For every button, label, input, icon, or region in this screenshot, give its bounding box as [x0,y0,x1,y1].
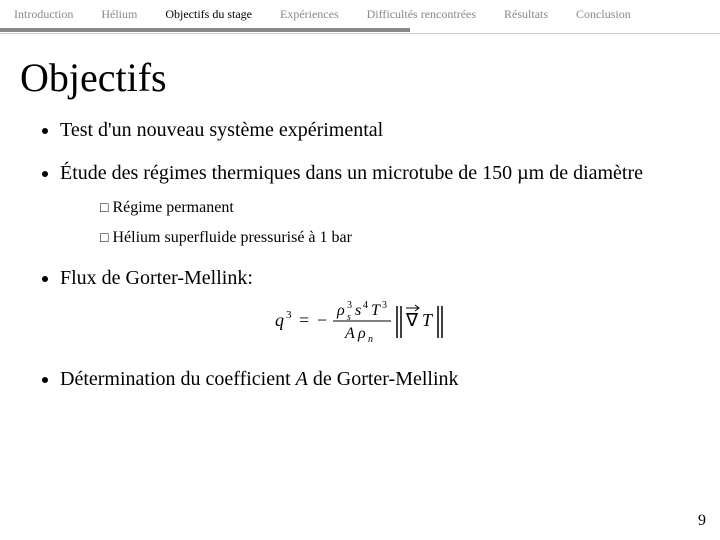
nav-bar: Introduction Hélium Objectifs du stage E… [0,0,720,28]
bullet-4-post: de Gorter-Mellink [308,368,459,390]
nav-item-conclusion[interactable]: Conclusion [562,7,645,22]
bullet-1-text: Test d'un nouveau système expérimental [60,119,383,141]
sub-bullet-list: Régime permanent Hélium superfluide pres… [60,199,690,247]
bullet-1: Test d'un nouveau système expérimental [60,119,690,142]
svg-text:3: 3 [286,309,292,321]
nav-item-difficultes[interactable]: Difficultés rencontrées [353,7,490,22]
svg-text:q: q [275,310,284,330]
bullet-4-pre: Détermination du coefficient [60,368,296,390]
sub-bullet-2: Hélium superfluide pressurisé à 1 bar [100,229,690,247]
svg-text:ρ: ρ [357,325,366,342]
page-number: 9 [698,512,706,530]
nav-rules [0,28,720,36]
svg-text:T: T [371,302,381,319]
sub-bullet-1: Régime permanent [100,199,690,217]
svg-text:s: s [355,302,361,319]
nav-rule-thin [0,33,720,34]
nav-item-helium[interactable]: Hélium [87,7,151,22]
bullet-2-text: Étude des régimes thermiques dans un mic… [60,162,690,185]
bullet-4: Détermination du coefficient A de Gorter… [60,368,690,391]
bullet-list: Test d'un nouveau système expérimental É… [40,119,690,391]
svg-text:n: n [368,334,373,345]
svg-text:=: = [299,310,309,330]
bullet-3: Flux de Gorter-Mellink: q 3 = − ρ s 3 s … [60,267,690,348]
svg-text:A: A [344,325,355,342]
page-title: Objectifs [0,44,720,119]
nav-item-experiences[interactable]: Expériences [266,7,353,22]
bullet-3-text: Flux de Gorter-Mellink: [60,267,253,289]
svg-text:T: T [422,310,434,330]
bullet-4-ital: A [296,368,308,390]
svg-text:4: 4 [363,300,368,311]
svg-text:3: 3 [347,300,352,311]
sub-bullet-1-text: Régime permanent [112,199,233,216]
nav-item-resultats[interactable]: Résultats [490,7,562,22]
formula-svg: q 3 = − ρ s 3 s 4 T 3 A ρ n [275,296,475,348]
content: Test d'un nouveau système expérimental É… [0,119,720,391]
svg-text:3: 3 [382,300,387,311]
svg-text:−: − [317,310,327,330]
bullet-2: Étude des régimes thermiques dans un mic… [60,162,690,247]
bullet-4-text: Détermination du coefficient A de Gorter… [60,368,459,390]
nav-item-objectifs[interactable]: Objectifs du stage [151,7,266,22]
svg-text:∇: ∇ [405,310,419,330]
nav-rule-thick [0,28,410,32]
gorter-mellink-formula: q 3 = − ρ s 3 s 4 T 3 A ρ n [60,296,690,348]
svg-text:ρ: ρ [336,302,345,319]
nav-item-introduction[interactable]: Introduction [0,7,87,22]
sub-bullet-2-text: Hélium superfluide pressurisé à 1 bar [112,229,351,246]
